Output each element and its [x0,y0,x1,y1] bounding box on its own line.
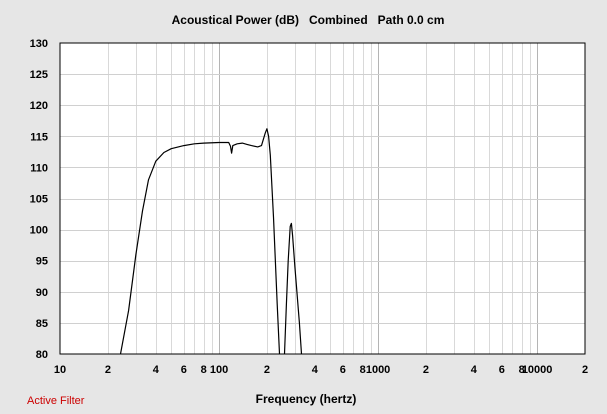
y-tick-label: 120 [30,100,48,112]
y-tick-label: 95 [36,256,48,268]
y-tick-label: 125 [30,69,48,81]
y-tick-label: 115 [30,131,48,143]
x-tick-label: 8 [360,364,366,376]
grid [60,43,585,354]
plot-area [60,43,585,354]
y-tick-label: 110 [30,162,48,174]
x-tick-label: 4 [153,364,160,376]
y-tick-label: 105 [30,194,48,206]
x-tick-label: 2 [264,364,270,376]
series-line [119,128,281,355]
y-tick-label: 85 [36,318,48,330]
series-line [283,222,303,355]
status-label: Active Filter [27,395,85,407]
x-tick-label: 6 [340,364,346,376]
x-tick-label: 8 [201,364,207,376]
y-tick-label: 130 [30,38,48,50]
y-tick-label: 80 [36,349,48,361]
x-tick-label: 1000 [366,364,390,376]
x-tick-label: 10 [54,364,66,376]
x-tick-label: 4 [471,364,478,376]
y-axis: 80 85 90 95 100 105 110 115 120 125 130 [30,38,48,361]
x-tick-label: 4 [312,364,319,376]
x-tick-label: 6 [181,364,187,376]
x-tick-label: 6 [499,364,505,376]
chart-title: Acoustical Power (dB) Combined Path 0.0 … [172,13,445,27]
x-tick-label: 8 [519,364,525,376]
plot-border [59,42,586,355]
y-tick-label: 90 [36,287,48,299]
x-tick-label: 100 [210,364,228,376]
x-tick-label: 10000 [522,364,553,376]
x-tick-label: 2 [423,364,429,376]
x-tick-label: 2 [582,364,588,376]
y-tick-label: 100 [30,225,48,237]
x-axis-label: Frequency (hertz) [256,392,357,406]
x-tick-label: 2 [105,364,111,376]
series-group [119,128,303,355]
